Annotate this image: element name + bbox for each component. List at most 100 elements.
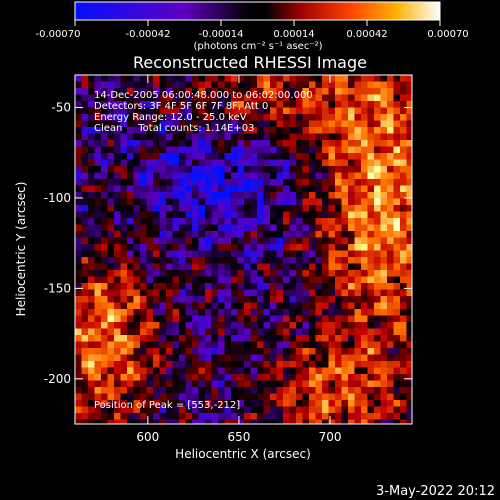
heatmap-pixel: [276, 374, 284, 382]
heatmap-pixel: [263, 380, 271, 388]
heatmap-pixel: [172, 315, 180, 323]
heatmap-pixel: [296, 328, 304, 336]
heatmap-pixel: [179, 315, 187, 323]
heatmap-pixel: [387, 94, 395, 102]
heatmap-pixel: [387, 257, 395, 265]
heatmap-pixel: [159, 374, 167, 382]
heatmap-pixel: [211, 309, 219, 317]
heatmap-pixel: [257, 120, 265, 128]
heatmap-pixel: [289, 270, 297, 278]
heatmap-pixel: [140, 335, 148, 343]
heatmap-pixel: [237, 231, 245, 239]
heatmap-pixel: [120, 283, 128, 291]
heatmap-pixel: [133, 322, 141, 330]
heatmap-pixel: [302, 387, 310, 395]
heatmap-pixel: [393, 283, 401, 291]
heatmap-pixel: [75, 218, 83, 226]
heatmap-pixel: [120, 192, 128, 200]
heatmap-pixel: [263, 315, 271, 323]
heatmap-pixel: [393, 309, 401, 317]
heatmap-pixel: [263, 406, 271, 414]
heatmap-pixel: [322, 309, 330, 317]
heatmap-pixel: [101, 315, 109, 323]
heatmap-pixel: [153, 302, 161, 310]
heatmap-pixel: [315, 120, 323, 128]
heatmap-pixel: [75, 205, 83, 213]
heatmap-pixel: [374, 406, 382, 414]
heatmap-pixel: [75, 107, 83, 115]
heatmap-pixel: [289, 166, 297, 174]
heatmap-pixel: [315, 224, 323, 232]
heatmap-pixel: [114, 211, 122, 219]
heatmap-pixel: [406, 348, 412, 356]
heatmap-pixel: [341, 335, 349, 343]
heatmap-pixel: [166, 185, 174, 193]
heatmap-pixel: [192, 94, 200, 102]
heatmap-pixel: [315, 250, 323, 258]
heatmap-pixel: [231, 75, 239, 83]
heatmap-pixel: [328, 302, 336, 310]
heatmap-pixel: [283, 224, 291, 232]
heatmap-pixel: [302, 120, 310, 128]
heatmap-pixel: [296, 419, 304, 424]
heatmap-pixel: [185, 133, 193, 141]
heatmap-pixel: [107, 218, 115, 226]
heatmap-pixel: [296, 289, 304, 297]
heatmap-pixel: [289, 218, 297, 226]
heatmap-pixel: [146, 263, 154, 271]
heatmap-pixel: [81, 419, 89, 424]
heatmap-pixel: [94, 224, 102, 232]
heatmap-pixel: [263, 101, 271, 109]
heatmap-pixel: [231, 94, 239, 102]
heatmap-pixel: [231, 172, 239, 180]
y-axis-ticks: -50-100-150-200: [44, 101, 412, 386]
heatmap-pixel: [322, 400, 330, 408]
heatmap-pixel: [107, 146, 115, 154]
heatmap-pixel: [179, 146, 187, 154]
heatmap-pixel: [341, 348, 349, 356]
heatmap-pixel: [146, 153, 154, 161]
heatmap-pixel: [198, 367, 206, 375]
heatmap-pixel: [166, 283, 174, 291]
heatmap-pixel: [387, 387, 395, 395]
heatmap-pixel: [198, 400, 206, 408]
heatmap-pixel: [250, 270, 258, 278]
heatmap-pixel: [218, 107, 226, 115]
heatmap-pixel: [114, 270, 122, 278]
heatmap-pixel: [315, 244, 323, 252]
heatmap-pixel: [231, 283, 239, 291]
heatmap-pixel: [367, 289, 375, 297]
heatmap-pixel: [309, 322, 317, 330]
heatmap-pixel: [120, 276, 128, 284]
heatmap-pixel: [211, 172, 219, 180]
heatmap-pixel: [153, 153, 161, 161]
heatmap-pixel: [289, 250, 297, 258]
heatmap-pixel: [276, 224, 284, 232]
heatmap-pixel: [114, 159, 122, 167]
heatmap-pixel: [159, 289, 167, 297]
heatmap-pixel: [237, 94, 245, 102]
heatmap-pixel: [133, 387, 141, 395]
heatmap-pixel: [224, 81, 232, 89]
heatmap-pixel: [133, 393, 141, 401]
heatmap-pixel: [153, 328, 161, 336]
heatmap-pixel: [237, 263, 245, 271]
heatmap-pixel: [393, 81, 401, 89]
heatmap-pixel: [289, 413, 297, 421]
heatmap-pixel: [250, 81, 258, 89]
heatmap-pixel: [237, 328, 245, 336]
heatmap-pixel: [296, 387, 304, 395]
heatmap-pixel: [231, 153, 239, 161]
heatmap-pixel: [315, 172, 323, 180]
heatmap-pixel: [335, 133, 343, 141]
heatmap-pixel: [387, 400, 395, 408]
heatmap-pixel: [211, 166, 219, 174]
heatmap-pixel: [211, 374, 219, 382]
heatmap-pixel: [75, 302, 83, 310]
heatmap-pixel: [205, 419, 213, 424]
heatmap-pixel: [393, 257, 401, 265]
heatmap-pixel: [94, 153, 102, 161]
heatmap-pixel: [244, 88, 252, 96]
heatmap-pixel: [348, 406, 356, 414]
heatmap-pixel: [309, 419, 317, 424]
